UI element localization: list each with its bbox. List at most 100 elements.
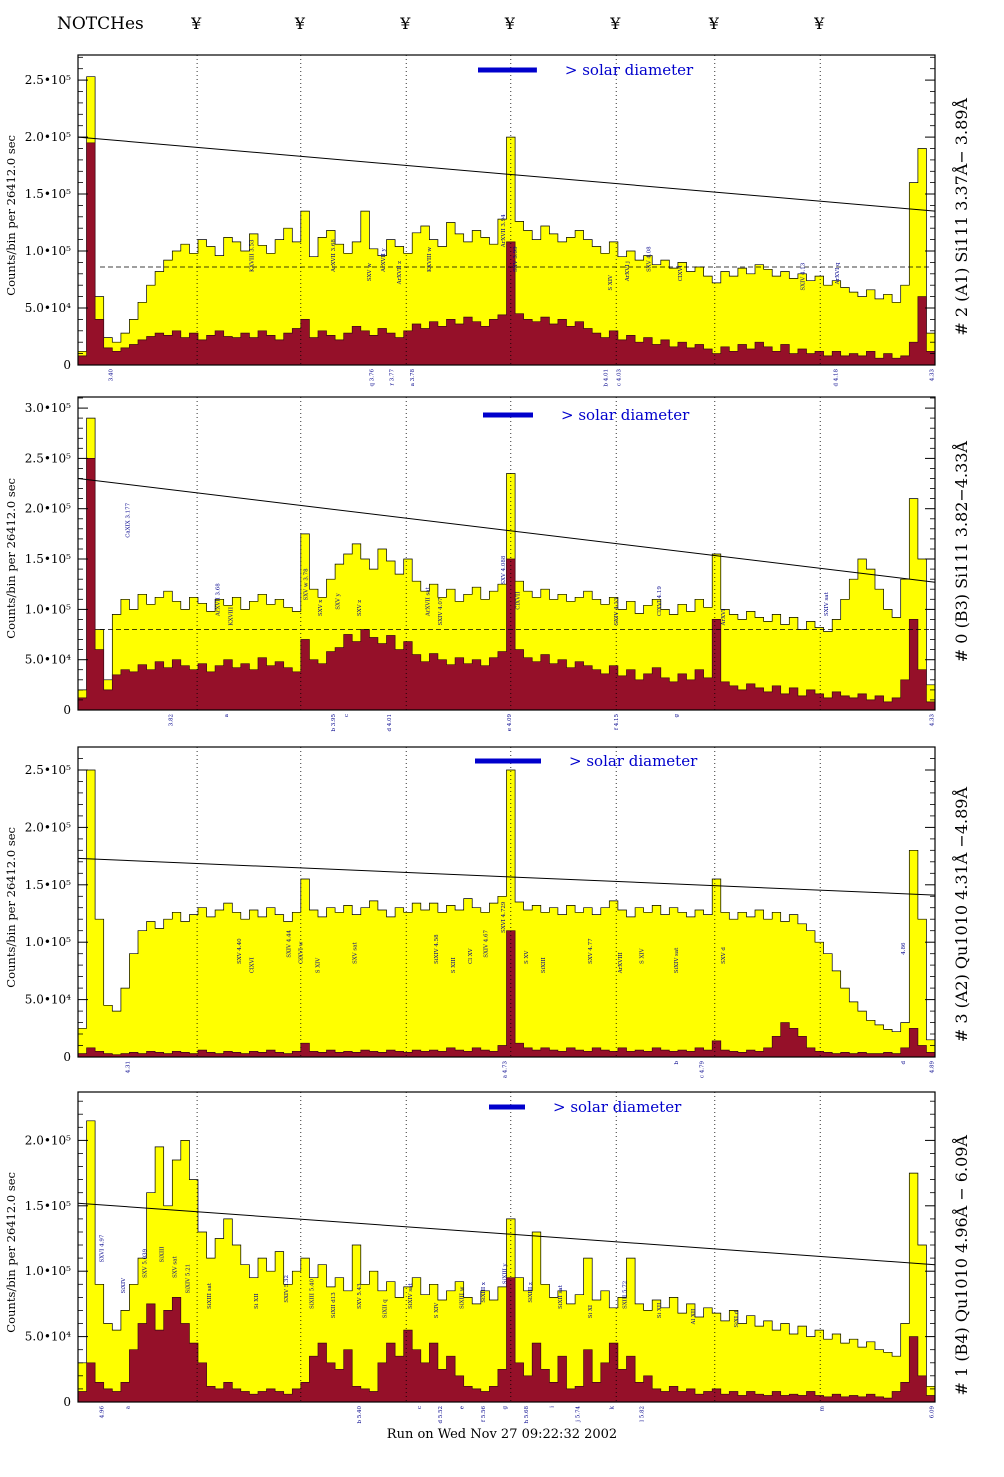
notch-symbol: ¥: [814, 14, 825, 33]
line-annotation: ArXVIII: [618, 952, 624, 974]
dark_red-histogram: [77, 1277, 936, 1403]
line-annotation: SiXII d13: [331, 1292, 337, 1319]
line-annotation: SiXIII z: [528, 1282, 534, 1303]
below-axis-annotation: 4.96: [100, 1406, 106, 1419]
line-annotation: SXV z: [357, 600, 363, 616]
line-annotation: SXV 4.088: [501, 555, 507, 585]
y-tick-label: 0: [63, 703, 71, 717]
panel-4-channel-label: # 1 (B4) Qu1010 4.96Å − 6.09Å: [952, 1135, 971, 1396]
plot-frame: [77, 746, 936, 1058]
line-annotation: ArXVII 3.68: [331, 239, 337, 273]
spectrum-panel-2: > solar diameter 0 5.0•10⁴ 1.0•10⁵ 1.5•10⁵ 2.…: [0, 396, 1004, 732]
line-annotation: SiXII q: [383, 1299, 389, 1319]
yellow-histogram: [77, 769, 936, 1058]
y-tick-label: 1.5•10⁵: [25, 187, 71, 201]
y-tick-label: 0: [63, 358, 71, 372]
panel-2-channel-label: # 0 (B3) Si111 3.82−4.33Å: [952, 441, 971, 663]
line-annotation: S XIV: [316, 957, 322, 974]
line-annotation: SiXIII: [160, 1247, 166, 1263]
line-annotation: SiXIII w: [460, 1286, 466, 1309]
below-axis-annotation: f 4.15: [614, 714, 620, 731]
line-annotation: ArXVII z: [397, 261, 403, 286]
plot-area: > solar diameter 0 5.0•10⁴ 1.0•10⁵ 1.5•10⁵ 2.…: [25, 746, 936, 1078]
panel-4-plot: > solar diameter 0 5.0•10⁴ 1.0•10⁵ 1.5•10⁵ 2.…: [25, 1091, 936, 1424]
notches-title: NOTCHes: [57, 14, 144, 34]
line-annotation: S XIV: [640, 947, 646, 964]
below-axis-annotation: b 3.95: [331, 713, 337, 731]
y-axis-label-1: Counts/bin per 26412.0 sec: [4, 135, 18, 296]
notch-symbols: ¥ ¥ ¥ ¥ ¥ ¥ ¥: [0, 14, 1004, 38]
spectrum-panel-3: > solar diameter 0 5.0•10⁴ 1.0•10⁵ 1.5•10⁵ 2.…: [0, 746, 1004, 1078]
line-annotation: Si XII: [657, 1303, 663, 1319]
line-annotation: SXV 4.08: [647, 246, 653, 272]
line-annotation: SiXIII: [541, 957, 547, 973]
below-axis-annotation: g: [503, 1406, 509, 1410]
line-annotation: S XIV: [434, 1302, 440, 1319]
below-axis-annotation: k: [610, 1405, 616, 1409]
y-tick-label: 1.5•10⁵: [25, 1199, 71, 1213]
line-annotation: SXV d: [721, 947, 727, 964]
line-annotation: ArXVII sat: [425, 586, 431, 617]
plot-area: > solar diameter 0 5.0•10⁴ 1.0•10⁵ 1.5•10⁵ 2.…: [25, 396, 936, 732]
panel-3-channel-label: # 3 (A2) Qu1010 4.31Å −4.89Å: [952, 787, 971, 1043]
y-tick-label: 1.0•10⁵: [25, 1264, 71, 1278]
spectrum-panel-1: > solar diameter 0 5.0•10⁴ 1.0•10⁵ 1.5•10⁵ 2.…: [0, 54, 1004, 387]
below-axis-annotation: h 5.68: [524, 1406, 530, 1424]
line-annotation: SXIV sat: [824, 591, 830, 616]
line-annotation: SXIV 4.13: [801, 262, 807, 290]
below-axis-annotation: d 4.18: [833, 368, 839, 386]
below-axis-annotation: c: [344, 714, 350, 717]
below-axis-annotation: 4.31: [125, 1061, 131, 1073]
below-axis-annotation: j 5.74: [575, 1406, 581, 1423]
line-annotation: SiXIV sat: [408, 1283, 414, 1309]
line-annotation: SiXI d: [734, 1310, 740, 1327]
below-axis-annotation: d 4.01: [387, 714, 393, 732]
plot-area: > solar diameter 0 5.0•10⁴ 1.0•10⁵ 1.5•10⁵ 2.…: [25, 1091, 936, 1424]
line-annotation: SXV 3.99: [513, 246, 519, 272]
line-annotation: SXV x: [318, 599, 324, 616]
sensitivity-trend-line: [77, 1202, 936, 1266]
dark_red-histogram: [77, 142, 936, 366]
solar-diameter-label: > solar diameter: [569, 752, 698, 770]
line-annotation: SXIV 4.44: [287, 929, 293, 957]
y-axis-label-2: Counts/bin per 26412.0 sec: [4, 478, 18, 639]
below-axis-annotation: i: [550, 1406, 556, 1408]
below-axis-annotation: g: [674, 714, 680, 718]
y-tick-label: 1.0•10⁵: [25, 602, 71, 616]
panel-1-plot: > solar diameter 0 5.0•10⁴ 1.0•10⁵ 1.5•10⁵ 2.…: [25, 54, 936, 387]
line-annotation: SXIII 5.72: [623, 1281, 629, 1309]
below-axis-annotation: b 4.01: [604, 369, 610, 387]
line-annotation: SXIV 5.32: [284, 1275, 290, 1303]
y-tick-label: 0: [63, 1395, 71, 1409]
run-timestamp: Run on Wed Nov 27 09:22:32 2002: [386, 1427, 618, 1442]
line-annotation: Si XII: [254, 1293, 260, 1309]
panel-3-plot: > solar diameter 0 5.0•10⁴ 1.0•10⁵ 1.5•10⁵ 2.…: [25, 746, 936, 1078]
line-annotation: SXIV 4.13: [614, 597, 620, 625]
line-annotation: KXVIII 3.53: [250, 239, 256, 272]
y-tick-label: 2.5•10⁵: [25, 451, 71, 465]
line-annotation: ClXVI w: [299, 941, 305, 964]
y-tick-label: 2.0•10⁵: [25, 1133, 71, 1147]
plot-frame: [77, 54, 936, 366]
line-annotation: SXV sat: [173, 1255, 179, 1278]
notch-symbol: ¥: [708, 14, 719, 33]
line-annotation: SXV 5.43: [357, 1283, 363, 1309]
notch-symbol: ¥: [610, 14, 621, 33]
sensitivity-trend-line: [77, 136, 936, 212]
line-annotation: SXV 5.039: [143, 1248, 149, 1278]
solar-diameter-label: > solar diameter: [553, 1098, 682, 1116]
sensitivity-trend-line: [77, 857, 936, 896]
line-annotation: S XIII: [451, 957, 457, 973]
line-annotation: S XIV: [608, 274, 614, 291]
line-annotation: ArXVII 3.68: [215, 583, 221, 617]
plot-frame: [77, 1091, 936, 1403]
line-annotation: SXV 4.40: [237, 938, 243, 964]
below-axis-annotation: b 5.40: [357, 1405, 363, 1423]
y-tick-label: 5.0•10⁴: [25, 653, 71, 667]
notch-symbol: ¥: [504, 14, 515, 33]
yellow-histogram: [77, 1120, 936, 1403]
y-tick-label: 2.0•10⁵: [25, 820, 71, 834]
y-tick-label: 2.0•10⁵: [25, 502, 71, 516]
solar-diameter-label: > solar diameter: [565, 61, 694, 79]
